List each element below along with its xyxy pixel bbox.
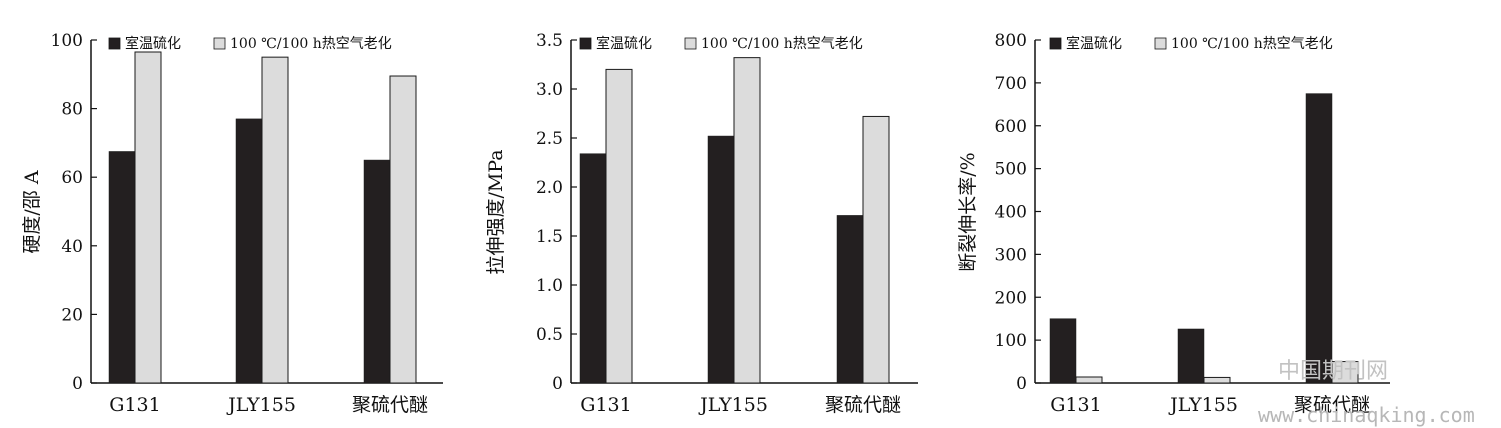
x-category-label: JLY155 (1168, 394, 1238, 416)
legend-label-room-temp: 室温硫化 (125, 35, 181, 52)
y-tick-label: 80 (61, 100, 83, 120)
y-axis-label: 拉伸强度/MPa (485, 149, 507, 274)
y-axis-label: 断裂伸长率/% (957, 152, 979, 271)
legend-label-aged: 100 ℃/100 h热空气老化 (1171, 36, 1333, 52)
legend-swatch-room-temp (579, 37, 592, 50)
bar-room-temp-2 (1177, 328, 1205, 384)
bar-room-temp-1 (1049, 318, 1077, 384)
bar-room-temp-1 (108, 151, 136, 384)
bar-room-temp-2 (235, 118, 263, 384)
x-category-label: G131 (580, 394, 631, 416)
y-tick-label: 2.0 (536, 178, 563, 198)
bar-room-temp-3 (363, 159, 391, 384)
x-category-label: 聚硫代醚 (352, 394, 428, 416)
legend-swatch-room-temp (108, 37, 121, 50)
bar-aged-3 (1331, 361, 1359, 384)
watermark-url-text: www.chinaqking.com (1258, 403, 1475, 427)
legend-swatch-aged (1154, 37, 1167, 50)
bar-aged-3 (389, 75, 417, 384)
y-tick-label: 100 (995, 331, 1027, 351)
bar-aged-3 (862, 115, 890, 384)
bar-room-temp-1 (579, 153, 607, 384)
legend-swatch-aged (213, 37, 226, 50)
chart-panels: 0 20 40 60 80 100 硬度/邵 A G131 JLY155 聚硫代醚 室温硫化 100 … (21, 31, 1390, 416)
x-category-label: G131 (1050, 394, 1101, 416)
y-tick-label: 500 (995, 160, 1027, 180)
y-tick-label: 200 (995, 288, 1027, 308)
y-tick-label: 600 (995, 117, 1027, 137)
y-tick-label: 100 (51, 31, 83, 51)
y-tick-label: 3.0 (536, 80, 563, 100)
y-tick-label: 2.5 (536, 129, 563, 149)
legend-swatch-room-temp (1049, 37, 1062, 50)
watermark-chinese-text: 中国期刊网 (1278, 359, 1388, 384)
y-tick-label: 700 (995, 74, 1027, 94)
bar-aged-1 (134, 51, 162, 384)
y-tick-label: 1.5 (536, 227, 563, 247)
y-tick-label: 0.5 (536, 325, 563, 345)
legend-label-room-temp: 室温硫化 (1066, 35, 1122, 52)
legend-label-aged: 100 ℃/100 h热空气老化 (230, 36, 392, 52)
y-tick-label: 800 (995, 31, 1027, 51)
x-category-label: JLY155 (226, 394, 296, 416)
legend-label-room-temp: 室温硫化 (596, 35, 652, 52)
chart-panel-2: 0 0.5 1.0 1.5 2.0 2.5 3.0 3.5 拉伸强度/MPa G131 JLY155… (485, 31, 918, 416)
bar-aged-1 (1075, 376, 1103, 384)
chart-panel-3: 0 100 200 300 400 500 600 700 800 断裂伸长率/% G131 JLY1… (957, 31, 1390, 416)
y-tick-label: 0 (1016, 374, 1027, 394)
bar-aged-1 (605, 68, 633, 384)
bar-room-temp-2 (707, 135, 735, 384)
x-category-label: JLY155 (698, 394, 768, 416)
legend-label-aged: 100 ℃/100 h热空气老化 (701, 36, 863, 52)
bar-room-temp-3 (836, 215, 864, 384)
x-category-label: 聚硫代醚 (825, 394, 901, 416)
x-category-label: G131 (109, 394, 160, 416)
chart-panel-1: 0 20 40 60 80 100 硬度/邵 A G131 JLY155 聚硫代醚 室温硫化 100 … (21, 31, 443, 416)
bar-aged-2 (733, 57, 761, 384)
y-tick-label: 300 (995, 245, 1027, 265)
y-tick-label: 40 (61, 237, 83, 257)
legend-swatch-aged (684, 37, 697, 50)
watermark: 中国期刊网 www.chinaqking.com (1258, 359, 1475, 427)
y-tick-label: 0 (72, 374, 83, 394)
y-tick-label: 0 (552, 374, 563, 394)
y-tick-label: 1.0 (536, 276, 563, 296)
x-category-label: 聚硫代醚 (1294, 394, 1370, 416)
y-tick-label: 20 (61, 305, 83, 325)
bar-room-temp-3 (1305, 93, 1333, 384)
y-tick-label: 3.5 (536, 31, 563, 51)
y-axis-label: 硬度/邵 A (21, 170, 43, 253)
bar-aged-2 (261, 56, 289, 384)
y-tick-label: 60 (61, 168, 83, 188)
bar-aged-2 (1203, 376, 1231, 384)
y-tick-label: 400 (995, 203, 1027, 223)
